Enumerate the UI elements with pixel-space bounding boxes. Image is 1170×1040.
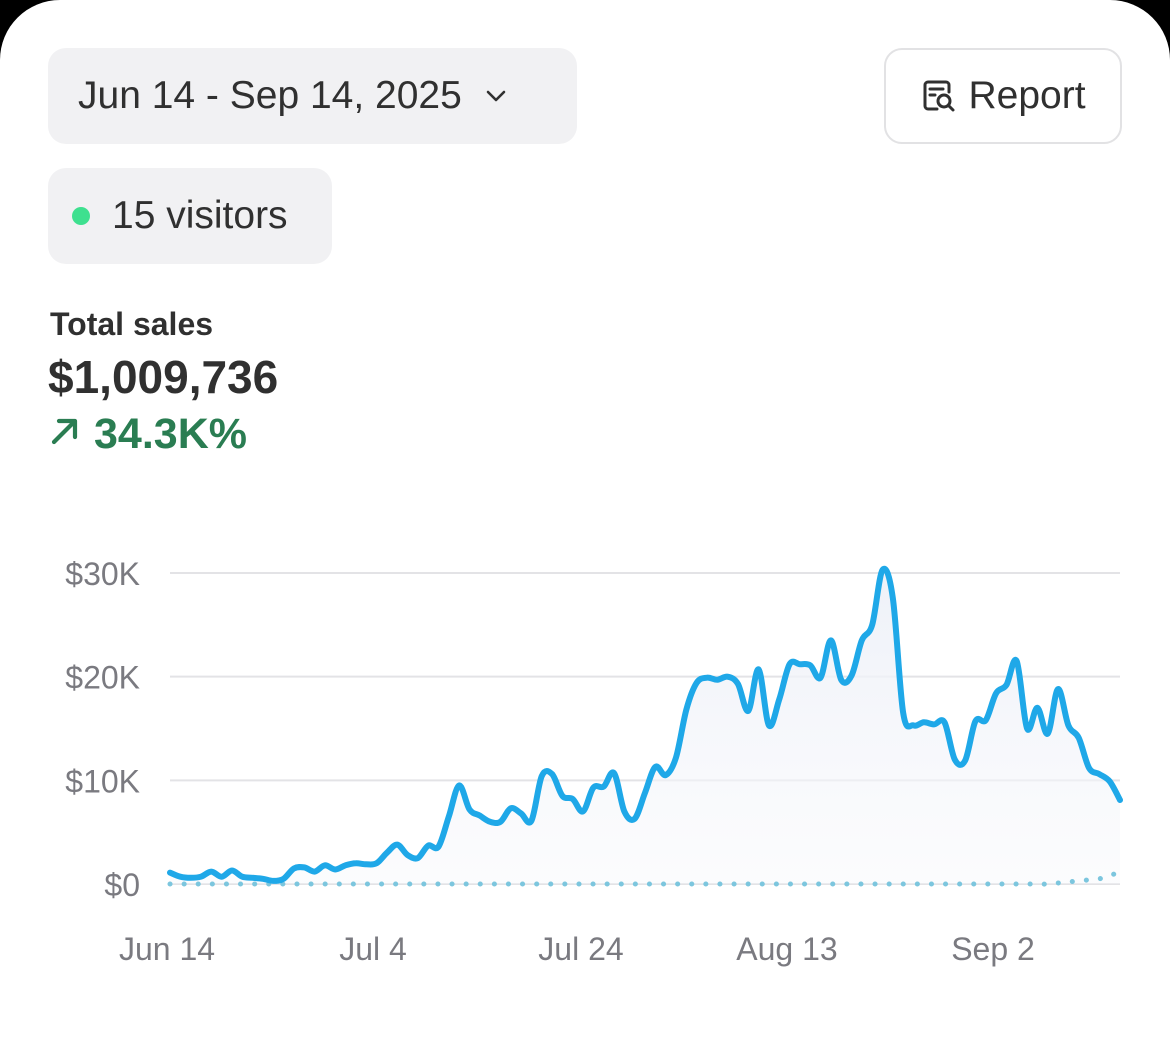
report-search-icon [920, 77, 958, 115]
arrow-up-right-icon [48, 410, 82, 459]
y-tick-label: $10K [65, 763, 140, 799]
metric-value: $1,009,736 [48, 351, 279, 403]
x-tick-label: Jul 24 [538, 931, 623, 967]
sales-chart-svg: $0 $10K $20K $30K Jun 14 Jul 4 Jul 24 Aug 13 Sep… [65, 556, 1123, 967]
x-tick-label: Aug 13 [736, 931, 837, 967]
live-status-dot [72, 207, 90, 225]
comparison-series-line [167, 869, 1123, 887]
visitors-label: 15 visitors [112, 194, 288, 237]
x-tick-label: Jun 14 [119, 931, 215, 967]
metric-change-value: 34.3K% [94, 410, 247, 458]
metric-label: Total sales [50, 306, 214, 342]
y-tick-label: $20K [65, 660, 140, 696]
date-range-label: Jun 14 - Sep 14, 2025 [78, 74, 462, 117]
x-tick-label: Sep 2 [951, 931, 1035, 967]
y-tick-label: $0 [104, 867, 140, 903]
visitors-badge[interactable]: 15 visitors [48, 168, 332, 264]
date-range-button[interactable]: Jun 14 - Sep 14, 2025 [48, 48, 577, 144]
report-button[interactable]: Report [884, 48, 1122, 144]
x-tick-label: Jul 4 [339, 931, 407, 967]
sales-area-fill [170, 568, 1120, 884]
sales-series-line [167, 565, 1123, 884]
sales-chart: $0 $10K $20K $30K Jun 14 Jul 4 Jul 24 Aug 13 Sep… [65, 556, 1123, 967]
chevron-down-icon [484, 84, 508, 108]
report-label: Report [968, 74, 1086, 117]
y-tick-label: $30K [65, 556, 140, 592]
metric-change: 34.3K% [48, 410, 247, 459]
